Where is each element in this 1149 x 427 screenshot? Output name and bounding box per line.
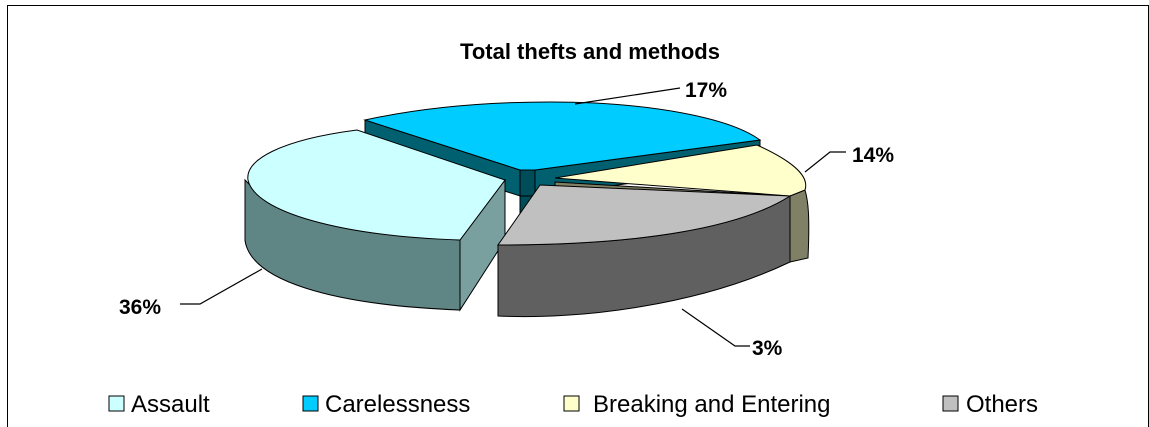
chart-legend: Assault Carelessness Breaking and Enteri… xyxy=(108,391,1038,418)
legend-label-assault: Assault xyxy=(131,391,210,418)
pie-slice-others xyxy=(497,184,792,318)
data-label-assault: 36% xyxy=(119,296,161,319)
chart-title: Total thefts and methods xyxy=(460,39,720,64)
legend-label-carelessness: Carelessness xyxy=(325,391,470,418)
leader-line-assault xyxy=(180,268,263,305)
legend-label-others: Others xyxy=(966,391,1038,418)
legend-swatch-breaking-and-entering xyxy=(563,395,580,412)
legend-swatch-others xyxy=(942,395,959,412)
legend-swatch-carelessness xyxy=(302,395,319,412)
legend-label-breaking-and-entering: Breaking and Entering xyxy=(593,391,831,418)
legend-swatch-assault xyxy=(108,395,125,412)
data-label-carelessness: 17% xyxy=(685,79,727,102)
pie-slice-assault xyxy=(244,129,506,312)
leader-line-others xyxy=(681,308,750,347)
data-label-breaking-and-entering: 14% xyxy=(852,144,894,167)
leader-line-breaking xyxy=(804,151,846,173)
leader-line-carelessness xyxy=(574,87,681,105)
data-label-others: 3% xyxy=(752,337,783,360)
